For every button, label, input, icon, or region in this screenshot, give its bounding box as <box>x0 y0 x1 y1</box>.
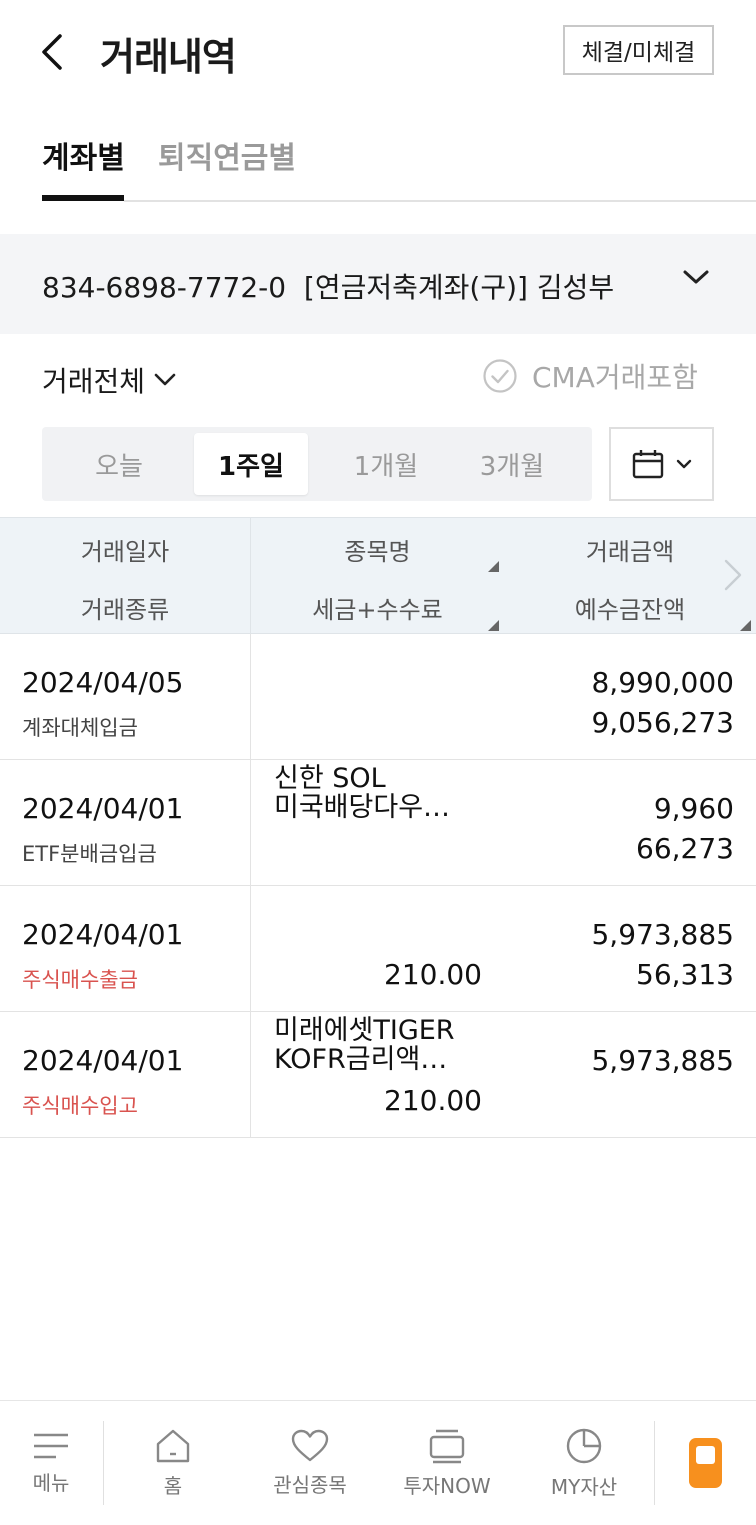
row-stock-name: 미래에셋TIGER KOFR금리액… <box>274 1016 474 1074</box>
quick-order-phone-icon[interactable] <box>689 1438 722 1488</box>
col-name-header[interactable]: 종목명 <box>344 538 411 566</box>
pie-chart-icon <box>566 1428 602 1464</box>
tab-bar: 계좌별 퇴직연금별 <box>0 105 756 202</box>
row-stock-name-line2: KOFR금리액… <box>274 1044 448 1075</box>
hamburger-menu-icon <box>34 1433 68 1459</box>
row-balance: 66,273 <box>636 832 734 865</box>
order-status-button[interactable]: 체결/미체결 <box>563 25 714 75</box>
row-stock-name-line2: 미국배당다우… <box>274 792 451 823</box>
col-date-header[interactable]: 거래일자 <box>80 538 170 566</box>
table-row[interactable]: 2024/04/01 ETF분배금입금 신한 SOL 미국배당다우… 9,960… <box>0 760 756 886</box>
table-row[interactable]: 2024/04/01 주식매수입고 미래에셋TIGER KOFR금리액… 210… <box>0 1012 756 1138</box>
bottom-nav: 메뉴 홈 관심종목 투자NOW MY자산 <box>0 1400 756 1525</box>
account-owner: 김성부 <box>536 271 615 304</box>
row-date: 2024/04/01 <box>22 792 184 825</box>
calendar-icon <box>632 450 663 479</box>
nav-menu-label: 메뉴 <box>32 1471 70 1495</box>
cma-include-checkbox[interactable]: CMA거래포함 <box>482 356 698 396</box>
row-fee: 210.00 <box>384 958 482 991</box>
page-title: 거래내역 <box>100 35 237 79</box>
row-divider <box>250 886 251 1011</box>
filter-row: 거래전체 CMA거래포함 <box>0 350 756 410</box>
row-date: 2024/04/01 <box>22 918 184 951</box>
tab-by-pension[interactable]: 퇴직연금별 <box>158 141 296 176</box>
active-tab-indicator <box>42 195 124 201</box>
table-row[interactable]: 2024/04/01 주식매수출금 210.00 5,973,885 56,31… <box>0 886 756 1012</box>
col-type-header[interactable]: 거래종류 <box>80 596 170 624</box>
chevron-right-icon[interactable] <box>722 558 744 592</box>
header: 거래내역 체결/미체결 <box>0 0 756 105</box>
account-type: [연금저축계좌(구)] <box>303 271 528 304</box>
row-stock-name: 신한 SOL 미국배당다우… <box>274 764 474 822</box>
heart-icon <box>291 1429 329 1462</box>
row-amount: 5,973,885 <box>591 918 734 951</box>
account-number: 834-6898-7772-0 <box>42 271 287 304</box>
row-divider <box>250 1012 251 1137</box>
tab-by-account[interactable]: 계좌별 <box>42 141 125 176</box>
nav-watchlist[interactable]: 관심종목 <box>255 1401 365 1525</box>
transaction-type-label: 거래전체 <box>42 365 146 398</box>
period-3-months[interactable]: 3개월 <box>479 451 545 482</box>
chevron-down-icon <box>683 270 709 284</box>
row-balance: 9,056,273 <box>591 706 734 739</box>
row-type: 계좌대체입금 <box>22 716 138 740</box>
row-amount: 9,960 <box>653 792 734 825</box>
chevron-down-icon <box>676 459 691 469</box>
nav-menu[interactable]: 메뉴 <box>14 1401 88 1525</box>
nav-invest-now[interactable]: 투자NOW <box>392 1401 502 1525</box>
row-type: 주식매수입고 <box>22 1094 138 1118</box>
row-amount: 5,973,885 <box>591 1044 734 1077</box>
row-type: ETF분배금입금 <box>22 842 157 866</box>
table-row[interactable]: 2024/04/05 계좌대체입금 8,990,000 9,056,273 <box>0 634 756 760</box>
row-amount: 8,990,000 <box>591 666 734 699</box>
nav-separator <box>654 1421 655 1505</box>
nav-my-assets-label: MY자산 <box>550 1475 618 1499</box>
nav-invest-now-label: 투자NOW <box>403 1474 491 1498</box>
period-1-week[interactable]: 1주일 <box>194 433 308 495</box>
row-date: 2024/04/01 <box>22 1044 184 1077</box>
cma-label: CMA거래포함 <box>532 361 698 394</box>
tv-screen-icon <box>429 1429 465 1464</box>
period-selector: 오늘 1주일 1개월 3개월 <box>42 427 592 501</box>
nav-home[interactable]: 홈 <box>133 1401 213 1525</box>
nav-my-assets[interactable]: MY자산 <box>536 1401 632 1525</box>
home-icon <box>156 1429 190 1463</box>
sort-icon[interactable] <box>740 620 751 631</box>
back-button[interactable] <box>30 30 74 74</box>
chevron-down-icon <box>154 373 176 386</box>
period-today[interactable]: 오늘 <box>95 451 143 482</box>
col-balance-header[interactable]: 예수금잔액 <box>574 596 686 624</box>
row-stock-name-line1: 신한 SOL <box>274 763 386 794</box>
table-header: 거래일자 거래종류 종목명 세금+수수료 거래금액 예수금잔액 <box>0 517 756 635</box>
period-1-month[interactable]: 1개월 <box>353 451 419 482</box>
col-fee-header[interactable]: 세금+수수료 <box>312 596 443 624</box>
check-circle-icon <box>483 359 517 393</box>
row-divider <box>250 634 251 759</box>
sort-icon[interactable] <box>488 620 499 631</box>
tabs-divider <box>124 200 756 202</box>
row-type: 주식매수출금 <box>22 968 138 992</box>
row-balance: 56,313 <box>636 958 734 991</box>
nav-separator <box>103 1421 104 1505</box>
row-divider <box>250 760 251 885</box>
nav-home-label: 홈 <box>163 1474 183 1498</box>
row-stock-name-line1: 미래에셋TIGER <box>274 1015 455 1046</box>
account-selector[interactable]: 834-6898-7772-0 [연금저축계좌(구)] 김성부 <box>0 234 756 334</box>
transaction-type-select[interactable]: 거래전체 <box>42 360 177 400</box>
col-amount-header[interactable]: 거래금액 <box>585 538 675 566</box>
row-date: 2024/04/05 <box>22 666 184 699</box>
transaction-list: 2024/04/05 계좌대체입금 8,990,000 9,056,273 20… <box>0 634 756 1138</box>
chevron-left-icon <box>42 34 62 70</box>
sort-icon[interactable] <box>488 561 499 572</box>
row-fee: 210.00 <box>384 1084 482 1117</box>
nav-watchlist-label: 관심종목 <box>273 1473 347 1497</box>
header-divider <box>250 518 251 635</box>
date-picker-button[interactable] <box>609 427 714 501</box>
account-info: 834-6898-7772-0 [연금저축계좌(구)] 김성부 <box>42 266 614 306</box>
